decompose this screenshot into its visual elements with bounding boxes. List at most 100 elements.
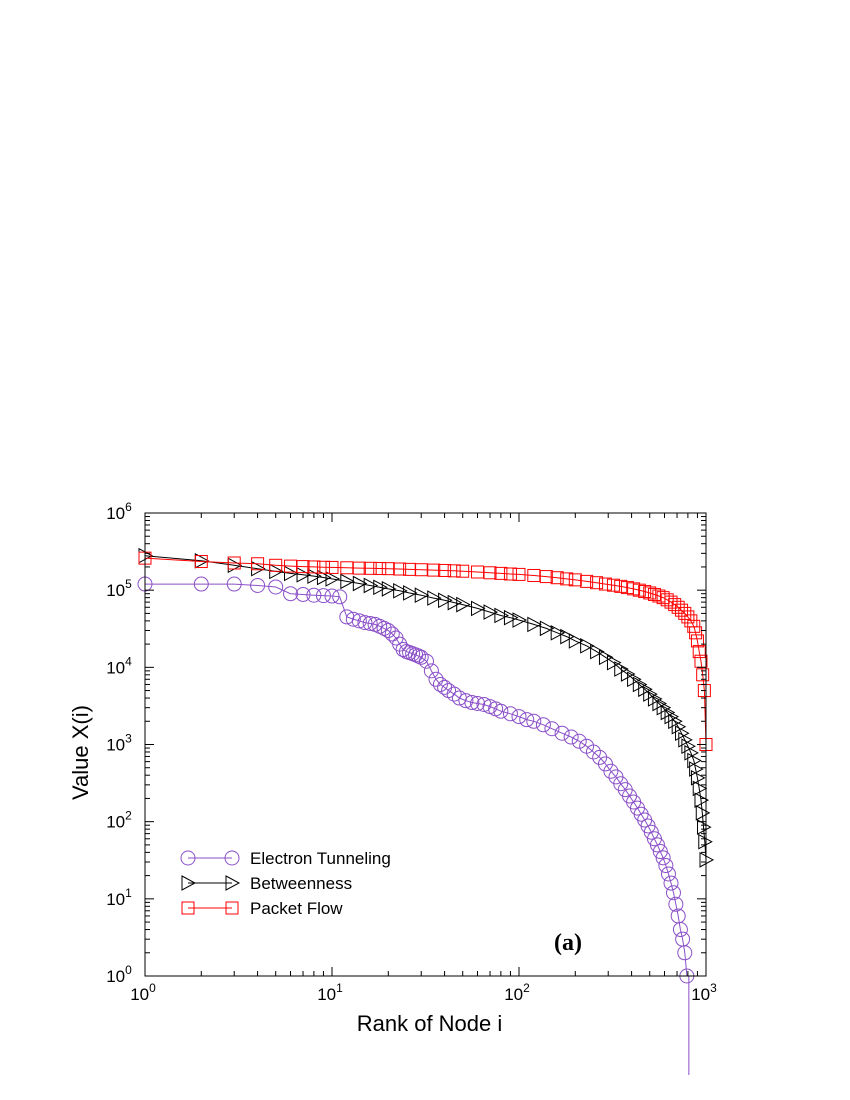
data-point — [363, 577, 379, 594]
data-point — [493, 703, 509, 719]
data-point — [357, 615, 373, 631]
data-point — [502, 706, 518, 722]
data-point — [423, 663, 439, 679]
data-point — [512, 567, 526, 581]
data-point — [483, 566, 497, 580]
legend-marker — [225, 875, 241, 891]
data-point — [332, 589, 348, 605]
data-point — [315, 588, 331, 604]
data-point — [658, 858, 674, 874]
data-point — [413, 649, 429, 665]
data-point — [664, 708, 680, 725]
data-point — [395, 642, 411, 658]
data-point — [193, 576, 209, 592]
data-point — [307, 560, 321, 574]
data-point — [494, 607, 509, 624]
x-tick-label-base: 10 — [130, 985, 149, 1004]
x-tick-label: 102 — [504, 981, 530, 1004]
data-point — [560, 628, 575, 645]
data-point — [649, 837, 665, 853]
data-point — [456, 564, 470, 578]
x-tick-label: 101 — [317, 981, 343, 1004]
data-point — [655, 850, 671, 866]
data-point — [681, 738, 696, 755]
data-point — [606, 578, 620, 592]
data-point — [687, 752, 702, 769]
data-point — [690, 769, 706, 786]
data-point — [544, 721, 560, 737]
y-tick-label-base: 10 — [106, 504, 125, 523]
y-tick-label: 102 — [106, 809, 132, 832]
data-point — [554, 725, 570, 741]
x-tick-label-exponent: 1 — [336, 981, 343, 995]
data-point — [373, 579, 388, 596]
series-electron-tunneling — [137, 576, 695, 984]
data-point — [539, 570, 553, 584]
data-point — [438, 592, 453, 609]
data-point — [340, 561, 354, 575]
data-point — [675, 725, 690, 742]
data-point — [606, 654, 622, 671]
data-point — [697, 819, 712, 835]
data-point — [660, 593, 674, 607]
x-tick-label-base: 10 — [504, 985, 523, 1004]
y-tick-label-base: 10 — [106, 736, 125, 755]
data-point — [638, 585, 652, 599]
data-point — [598, 577, 612, 591]
data-point — [325, 560, 339, 574]
data-point — [410, 648, 426, 664]
data-point — [362, 615, 378, 631]
data-point — [568, 633, 584, 649]
data-point — [672, 922, 688, 938]
x-tick-label: 103 — [691, 981, 717, 1004]
data-point — [476, 696, 492, 712]
data-point — [665, 885, 681, 901]
series-line — [144, 557, 707, 745]
data-point — [692, 780, 708, 797]
data-point — [363, 561, 377, 575]
data-point — [632, 676, 648, 693]
data-point — [432, 676, 448, 692]
data-point — [381, 562, 395, 576]
data-point — [603, 763, 619, 779]
data-point — [447, 564, 461, 578]
data-point — [250, 577, 266, 593]
data-point — [351, 613, 367, 629]
data-point — [352, 575, 368, 592]
data-point — [535, 717, 551, 733]
series-layer — [137, 547, 715, 1075]
legend-marker — [181, 901, 195, 915]
data-point — [668, 896, 684, 912]
y-tick-label: 105 — [106, 577, 132, 600]
data-point — [652, 695, 667, 712]
data-point — [295, 586, 311, 602]
data-point — [251, 557, 265, 571]
data-point — [695, 805, 711, 821]
y-tick-label-base: 10 — [106, 890, 125, 909]
data-point — [660, 704, 676, 721]
data-point — [376, 620, 392, 636]
x-tick-label-base: 10 — [317, 985, 336, 1004]
data-point — [692, 645, 706, 659]
data-point — [690, 634, 704, 648]
data-point — [306, 587, 322, 603]
data-point — [511, 709, 527, 725]
legend-marker — [181, 875, 197, 891]
x-tick-label-exponent: 2 — [523, 981, 530, 995]
data-point — [393, 562, 407, 576]
data-point — [568, 573, 582, 587]
y-tick-label-exponent: 4 — [125, 654, 132, 668]
data-point — [403, 585, 418, 601]
series-line — [145, 583, 688, 977]
data-point — [614, 579, 628, 593]
y-tick-label-base: 10 — [106, 581, 125, 600]
data-point — [464, 695, 480, 711]
y-tick-label: 103 — [106, 732, 132, 755]
data-point — [598, 649, 614, 666]
data-point — [227, 556, 241, 570]
data-point — [268, 579, 284, 595]
data-point — [664, 595, 678, 609]
data-point — [340, 573, 355, 590]
legend-marker — [180, 850, 196, 866]
